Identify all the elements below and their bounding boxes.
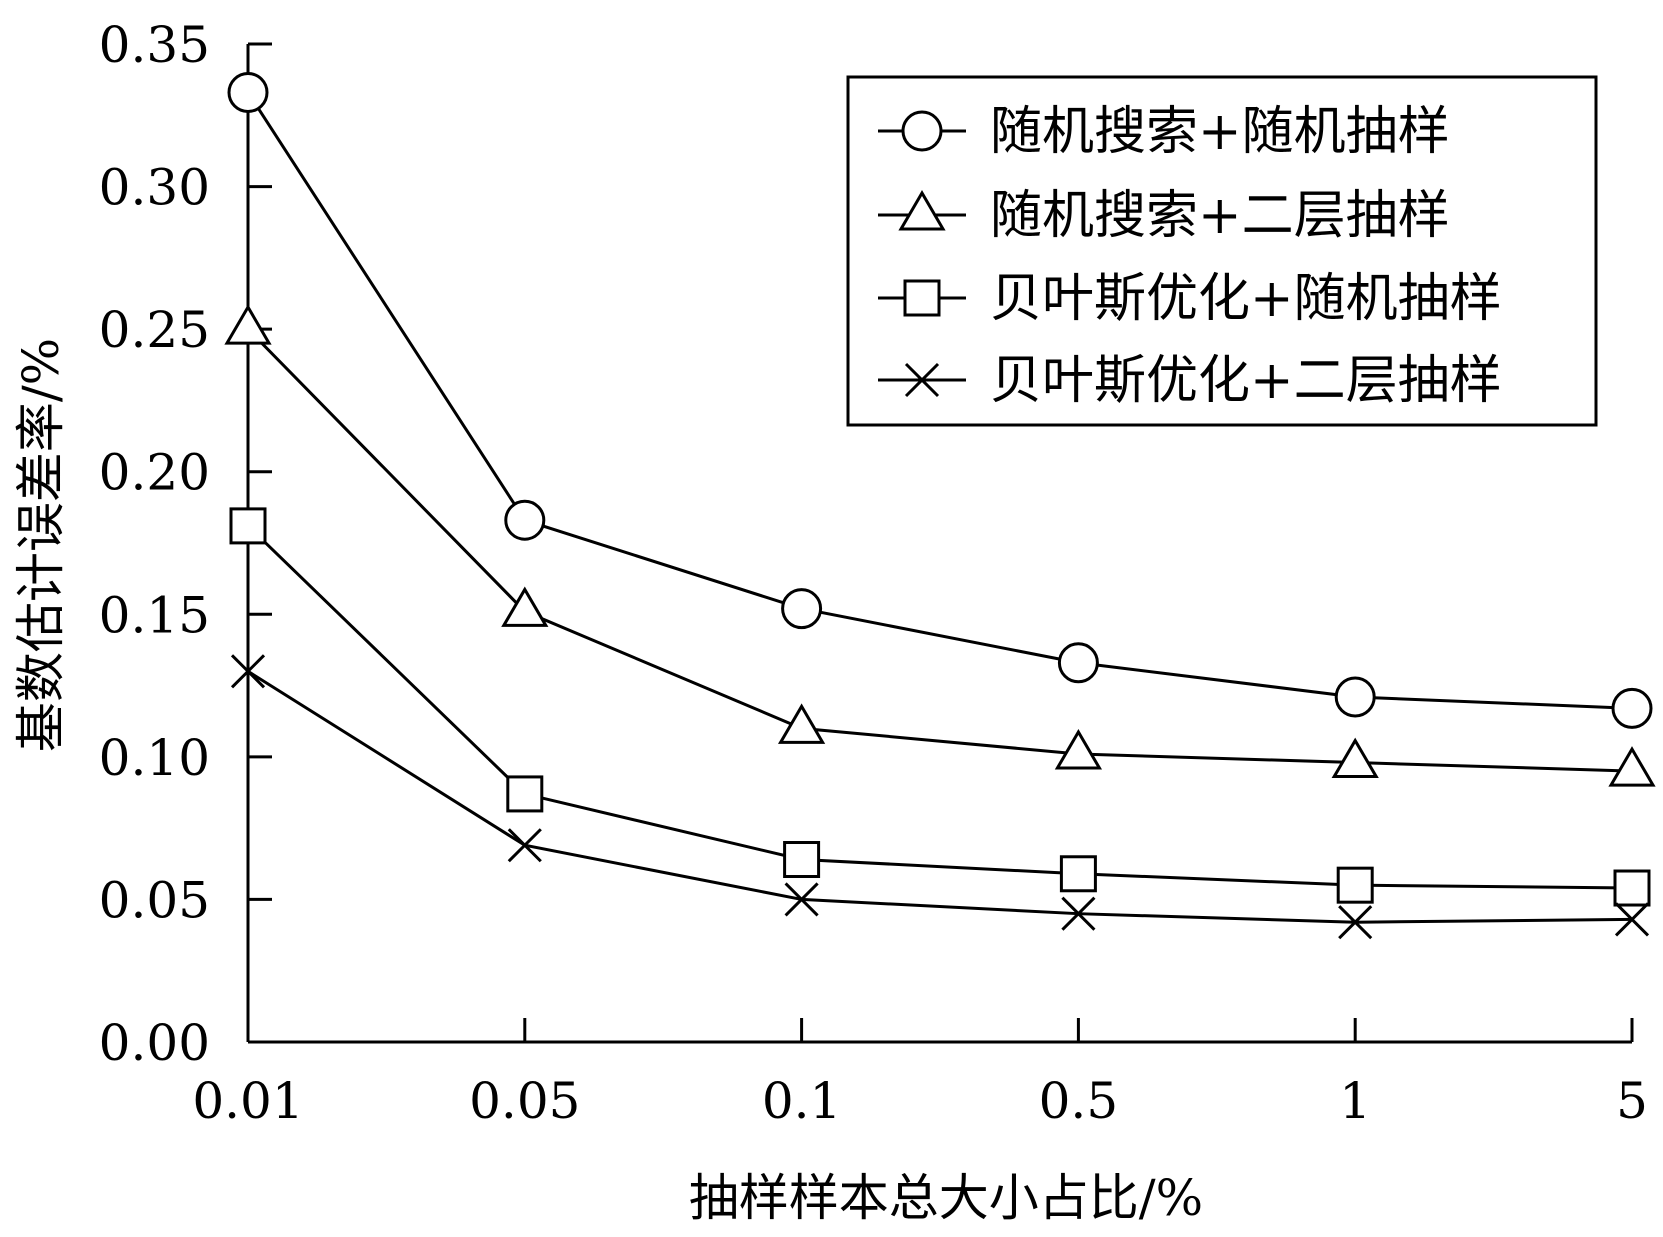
triangle-marker: [1608, 746, 1656, 787]
square-marker: [229, 507, 267, 545]
series-square: [229, 507, 1651, 907]
x-tick-label: 0.1: [762, 1072, 842, 1130]
square-marker: [903, 279, 941, 317]
triangle-marker: [224, 304, 272, 345]
triangle-marker: [501, 586, 549, 627]
y-tick-label: 0.15: [99, 586, 210, 644]
circle-marker: [781, 588, 823, 630]
cross-marker: [1614, 902, 1650, 937]
circle-marker: [1611, 687, 1653, 729]
x-tick-label: 0.05: [469, 1072, 580, 1130]
legend-item: 贝叶斯优化+二层抽样: [878, 351, 1502, 411]
square-marker: [1059, 855, 1097, 893]
square-marker: [506, 775, 544, 813]
square-marker: [783, 841, 821, 879]
x-tick-label: 1: [1339, 1072, 1371, 1130]
series-cross: [230, 654, 1650, 940]
circle-marker: [504, 499, 546, 541]
y-tick-label: 0.25: [99, 301, 210, 359]
cross-stroke: [507, 828, 542, 863]
legend-item: 贝叶斯优化+随机抽样: [878, 269, 1502, 329]
square-marker: [1336, 866, 1374, 904]
circle-marker: [1057, 642, 1099, 684]
series-line: [246, 524, 1633, 890]
series-layer: [224, 71, 1656, 940]
cross-stroke: [1614, 902, 1650, 937]
legend-label: 随机搜索+二层抽样: [990, 186, 1450, 246]
axes: 0.000.050.100.150.200.250.300.350.01 0.05…: [99, 16, 1648, 1130]
y-axis-title: 基数估计误差率/%: [12, 338, 70, 752]
legend-label: 随机搜索+随机抽样: [990, 102, 1450, 162]
y-tick-label: 0.35: [99, 16, 210, 74]
legend-label: 贝叶斯优化+随机抽样: [990, 269, 1502, 329]
x-tick-label: 5: [1616, 1072, 1648, 1130]
circle-marker: [227, 71, 269, 113]
y-tick-label: 0.20: [99, 444, 210, 502]
triangle-marker: [1054, 729, 1103, 770]
cross-marker: [507, 828, 542, 863]
legend-box: [846, 75, 1598, 427]
series-line: [247, 670, 1633, 924]
cross-stroke: [1061, 896, 1096, 931]
cross-marker: [1338, 905, 1373, 940]
cross-stroke: [784, 882, 819, 917]
circle-marker: [901, 110, 943, 152]
cross-stroke: [1338, 905, 1373, 940]
circle-marker: [1334, 676, 1376, 718]
cross-marker: [904, 362, 940, 398]
y-tick-label: 0.05: [99, 871, 210, 929]
legend-label: 贝叶斯优化+二层抽样: [990, 351, 1502, 411]
square-marker: [1613, 869, 1651, 907]
legend-item: 随机搜索+随机抽样: [878, 102, 1450, 162]
triangle-marker: [898, 190, 946, 231]
series-line: [246, 328, 1633, 773]
y-tick-label: 0.10: [99, 729, 210, 787]
y-tick-label: 0.00: [99, 1014, 210, 1072]
cross-marker: [1061, 896, 1096, 931]
legend-item: 随机搜索+二层抽样: [878, 186, 1450, 246]
x-tick-label: 0.01: [192, 1072, 303, 1130]
triangle-marker: [777, 703, 826, 744]
series-circle: [227, 71, 1653, 729]
cross-stroke: [904, 362, 940, 398]
series-triangle: [224, 304, 1656, 787]
cross-marker: [784, 882, 819, 917]
cross-marker: [230, 654, 266, 689]
x-axis-title: 抽样样本总大小占比/%: [689, 1169, 1203, 1227]
x-tick-label: 0.5: [1039, 1072, 1119, 1130]
triangle-marker: [1331, 737, 1379, 779]
cross-stroke: [230, 654, 266, 689]
y-tick-label: 0.30: [99, 159, 210, 217]
series-line: [246, 91, 1633, 710]
